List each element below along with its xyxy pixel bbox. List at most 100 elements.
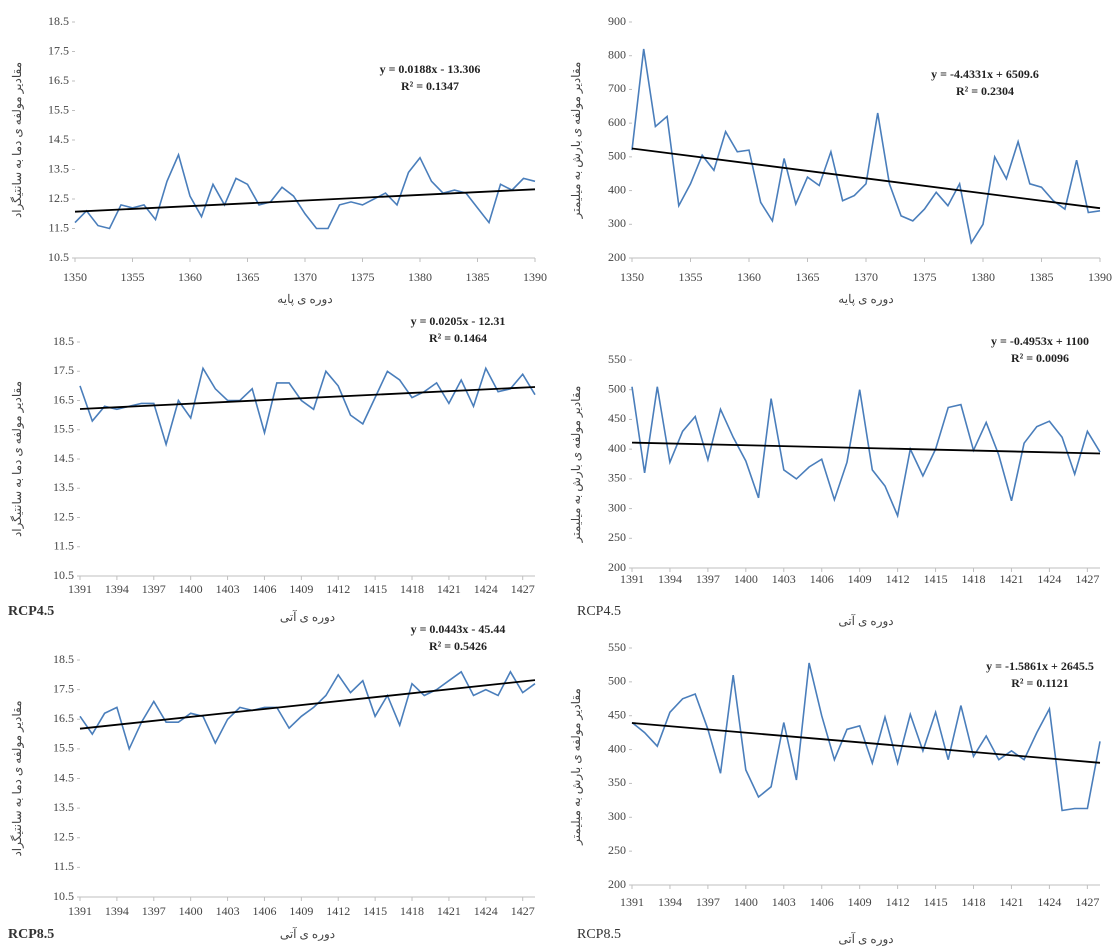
figure: 10.5 11.5 12.5 13.5 14.5 15.5 16.5 17.5 18.5 1350… (0, 0, 1112, 949)
r-squared: R² = 0.2304 (956, 84, 1014, 98)
y-tick-label: 10.5 (48, 250, 69, 264)
x-tick-label: 1385 (1030, 270, 1054, 284)
x-tick-label: 1421 (437, 582, 461, 596)
y-tick-label: 250 (608, 530, 626, 544)
x-tick-label: 1409 (848, 572, 872, 586)
trend-line (75, 189, 535, 211)
y-tick-label: 400 (608, 441, 626, 455)
x-tick-label: 1350 (620, 270, 644, 284)
x-tick-label: 1360 (737, 270, 761, 284)
x-tick-label: 1403 (216, 904, 240, 918)
x-tick-label: 1394 (105, 582, 129, 596)
trend-equation: y = 0.0205x - 12.31 (411, 314, 506, 328)
y-tick-label: 16.5 (53, 392, 74, 406)
y-tick-label: 800 (608, 47, 626, 61)
x-tick-label: 1427 (1075, 895, 1099, 909)
x-tick-label: 1365 (236, 270, 260, 284)
scenario-label: RCP8.5 (8, 927, 54, 942)
y-tick-label: 17.5 (53, 363, 74, 377)
trend-equation: y = -4.4331x + 6509.6 (931, 67, 1039, 81)
x-tick-label: 1397 (142, 582, 166, 596)
x-tick-label: 1355 (121, 270, 145, 284)
y-tick-label: 200 (608, 250, 626, 264)
y-tick-label: 14.5 (53, 770, 74, 784)
scenario-label: RCP4.5 (8, 604, 54, 619)
x-tick-label: 1400 (179, 582, 203, 596)
y-axis-title: مقادیر مولفه ی دما به سانتیگراد (10, 700, 24, 856)
y-tick-label: 10.5 (53, 568, 74, 582)
x-tick-label: 1391 (620, 572, 644, 586)
x-tick-label: 1394 (658, 572, 682, 586)
r-squared: R² = 0.1464 (429, 331, 487, 345)
x-axis-title: دوره ی پایه (277, 292, 332, 306)
x-tick-label: 1380 (408, 270, 432, 284)
x-tick-label: 1418 (962, 895, 986, 909)
scenario-label: RCP8.5 (577, 927, 621, 942)
trend-equation: y = -1.5861x + 2645.5 (986, 659, 1094, 673)
y-tick-label: 16.5 (48, 73, 69, 87)
y-tick-label: 11.5 (48, 220, 69, 234)
x-tick-label: 1360 (178, 270, 202, 284)
trend-equation: y = 0.0443x - 45.44 (411, 622, 506, 636)
x-tick-label: 1412 (326, 582, 350, 596)
y-tick-label: 12.5 (53, 830, 74, 844)
y-tick-label: 14.5 (48, 132, 69, 146)
x-tick-label: 1421 (999, 572, 1023, 586)
y-tick-label: 400 (608, 741, 626, 755)
x-tick-label: 1424 (474, 582, 498, 596)
y-tick-label: 16.5 (53, 711, 74, 725)
y-tick-label: 300 (608, 500, 626, 514)
x-tick-label: 1391 (620, 895, 644, 909)
x-tick-label: 1375 (913, 270, 937, 284)
y-tick-label: 13.5 (53, 480, 74, 494)
x-tick-label: 1390 (1088, 270, 1112, 284)
x-tick-label: 1412 (326, 904, 350, 918)
x-tick-label: 1400 (179, 904, 203, 918)
y-tick-label: 400 (608, 182, 626, 196)
x-tick-label: 1424 (474, 904, 498, 918)
x-tick-label: 1397 (142, 904, 166, 918)
x-tick-label: 1409 (289, 904, 313, 918)
y-tick-label: 200 (608, 877, 626, 891)
scenario-label: RCP4.5 (577, 604, 621, 619)
trend-equation: y = 0.0188x - 13.306 (380, 62, 481, 76)
x-tick-label: 1403 (772, 572, 796, 586)
x-tick-label: 1418 (400, 904, 424, 918)
y-tick-label: 500 (608, 381, 626, 395)
y-tick-label: 350 (608, 471, 626, 485)
y-tick-label: 500 (608, 674, 626, 688)
x-tick-label: 1365 (796, 270, 820, 284)
y-tick-label: 12.5 (53, 509, 74, 523)
x-tick-label: 1403 (216, 582, 240, 596)
x-tick-label: 1406 (252, 582, 276, 596)
x-tick-label: 1397 (696, 895, 720, 909)
y-axis-title: مقادیر مولفه ی بارش به میلیمتر (569, 62, 583, 220)
y-tick-label: 450 (608, 411, 626, 425)
x-tick-label: 1418 (962, 572, 986, 586)
y-tick-label: 10.5 (53, 889, 74, 903)
x-axis-title: دوره ی آتی (280, 926, 335, 941)
trend-line (632, 723, 1100, 763)
x-tick-label: 1427 (511, 582, 535, 596)
y-axis-title: مقادیر مولفه ی دما به سانتیگراد (10, 381, 24, 537)
y-tick-label: 250 (608, 843, 626, 857)
x-tick-label: 1418 (400, 582, 424, 596)
x-tick-label: 1370 (854, 270, 878, 284)
x-tick-label: 1409 (848, 895, 872, 909)
x-tick-label: 1412 (886, 572, 910, 586)
y-tick-label: 550 (608, 352, 626, 366)
x-tick-label: 1394 (658, 895, 682, 909)
x-axis-title: دوره ی آتی (838, 931, 893, 946)
x-tick-label: 1394 (105, 904, 129, 918)
trend-line (632, 149, 1100, 209)
y-tick-label: 18.5 (53, 334, 74, 348)
x-tick-label: 1406 (252, 904, 276, 918)
y-tick-label: 500 (608, 149, 626, 163)
x-tick-label: 1406 (810, 895, 834, 909)
y-tick-label: 12.5 (48, 191, 69, 205)
x-tick-label: 1380 (971, 270, 995, 284)
x-tick-label: 1406 (810, 572, 834, 586)
x-tick-label: 1412 (886, 895, 910, 909)
y-tick-label: 15.5 (48, 102, 69, 116)
x-tick-label: 1427 (1075, 572, 1099, 586)
